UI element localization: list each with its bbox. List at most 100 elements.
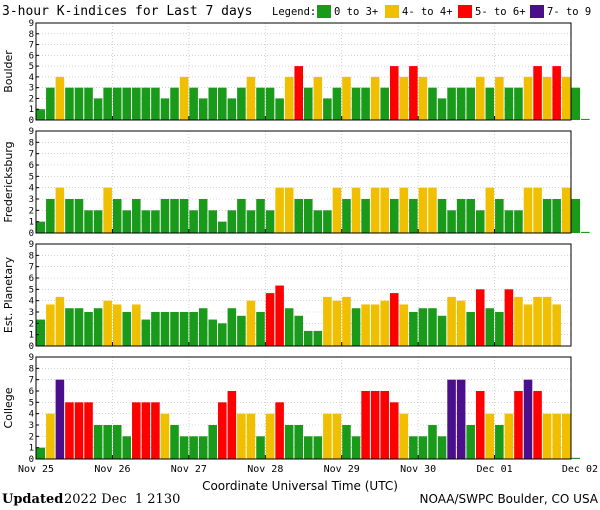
bar — [227, 391, 237, 459]
bar — [93, 98, 103, 120]
x-tick-label: Nov 26 — [94, 464, 130, 475]
bar — [208, 210, 218, 233]
bar — [160, 312, 170, 346]
panel-label: Boulder — [2, 50, 15, 93]
bar — [504, 413, 514, 459]
bar — [561, 76, 571, 120]
bar — [380, 391, 389, 459]
bar — [370, 391, 380, 459]
bar — [275, 98, 284, 120]
bar — [428, 425, 437, 459]
bar — [103, 425, 112, 459]
bar — [294, 66, 303, 120]
bar — [294, 315, 303, 346]
bar — [304, 436, 313, 459]
bar — [84, 312, 93, 346]
bar — [112, 304, 122, 346]
bar — [208, 425, 218, 459]
bar — [313, 210, 323, 233]
bar — [246, 413, 256, 459]
bar — [514, 296, 523, 346]
bar — [418, 187, 428, 233]
bar — [294, 199, 303, 233]
y-tick-label: 4 — [29, 184, 34, 194]
bar — [361, 199, 370, 233]
bar — [389, 199, 399, 233]
bar — [218, 402, 227, 459]
bar — [361, 87, 370, 120]
bar — [542, 199, 552, 233]
bar — [523, 76, 533, 120]
bar — [447, 379, 456, 459]
x-tick-label: Nov 29 — [324, 464, 360, 475]
bar — [112, 199, 122, 233]
y-tick-label: 4 — [29, 73, 34, 83]
bar — [418, 436, 428, 459]
bar — [495, 76, 504, 120]
bar — [561, 187, 571, 233]
y-tick-label: 4 — [29, 297, 34, 307]
bar — [475, 76, 485, 120]
bar — [304, 330, 313, 346]
legend-swatch-2 — [458, 5, 472, 18]
bar — [84, 87, 93, 120]
bar — [370, 76, 380, 120]
bar — [475, 210, 485, 233]
legend-entry-3: 7- to 9 — [547, 6, 591, 18]
bar — [294, 425, 303, 459]
bar — [380, 187, 389, 233]
bar — [552, 199, 561, 233]
bar — [533, 296, 542, 346]
bar — [523, 304, 533, 346]
x-tick-label: Dec 02 — [562, 464, 598, 475]
bar — [552, 66, 561, 120]
bar — [475, 391, 485, 459]
bar — [399, 413, 409, 459]
y-tick-label: 7 — [29, 376, 34, 386]
bar — [246, 300, 256, 346]
bar — [84, 402, 93, 459]
legend-entry-2: 5- to 6+ — [475, 6, 526, 18]
bar — [112, 425, 122, 459]
bar — [313, 330, 323, 346]
y-tick-label: 1 — [29, 105, 34, 115]
bar — [132, 402, 141, 459]
bar — [456, 87, 466, 120]
bar — [112, 87, 122, 120]
bar — [218, 323, 227, 346]
bar — [151, 312, 160, 346]
bar — [571, 199, 581, 233]
bar — [323, 210, 332, 233]
bar — [456, 199, 466, 233]
bar — [74, 87, 84, 120]
bar — [36, 319, 46, 346]
y-tick-label: 8 — [29, 251, 34, 261]
y-tick-label: 6 — [29, 51, 34, 61]
bar — [542, 413, 552, 459]
bar — [227, 308, 237, 346]
legend-swatch-3 — [530, 5, 544, 18]
bar — [74, 402, 84, 459]
x-axis-label: Coordinate Universal Time (UTC) — [202, 479, 398, 493]
bar — [380, 300, 389, 346]
bar — [456, 300, 466, 346]
bar — [447, 87, 456, 120]
y-tick-label: 5 — [29, 398, 34, 408]
bar — [361, 391, 370, 459]
bar — [170, 312, 179, 346]
x-tick-label: Dec 01 — [477, 464, 513, 475]
x-tick-label: Nov 27 — [171, 464, 207, 475]
bar — [361, 304, 370, 346]
y-tick-label: 2 — [29, 206, 34, 216]
panel-3: 01 234 567 89 College — [2, 353, 581, 465]
bar — [495, 312, 504, 346]
bar — [389, 402, 399, 459]
y-tick-label: 8 — [29, 364, 34, 374]
panel-label: Est. Planetary — [2, 256, 15, 333]
y-tick-label: 6 — [29, 161, 34, 171]
updated-label: Updated — [2, 492, 63, 507]
bar — [437, 315, 447, 346]
bar — [409, 199, 418, 233]
bar — [485, 413, 495, 459]
